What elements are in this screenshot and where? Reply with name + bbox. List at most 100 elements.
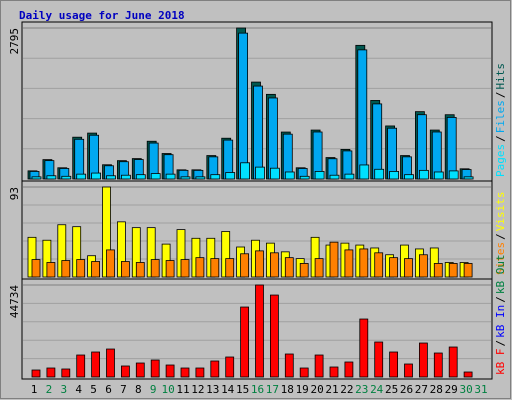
bar bbox=[269, 252, 279, 278]
legend-entry: Sites bbox=[494, 242, 507, 275]
x-tick-label: 31 bbox=[474, 383, 487, 396]
x-tick-label: 25 bbox=[385, 383, 398, 396]
x-tick-label: 8 bbox=[135, 383, 142, 396]
bar bbox=[180, 176, 191, 180]
legend-separator: / bbox=[494, 340, 507, 347]
bar bbox=[329, 241, 339, 278]
bar bbox=[240, 306, 250, 378]
legend-separator: / bbox=[494, 233, 507, 240]
bar bbox=[165, 260, 175, 278]
bar bbox=[284, 353, 294, 378]
bar bbox=[210, 258, 220, 278]
bar bbox=[255, 166, 265, 180]
y-tick-label: 2795 bbox=[8, 28, 21, 55]
x-tick-label: 14 bbox=[221, 383, 235, 396]
bar bbox=[374, 252, 384, 278]
bar bbox=[372, 103, 383, 180]
x-tick-label: 30 bbox=[459, 383, 472, 396]
x-tick-label: 19 bbox=[296, 383, 309, 396]
legend-entry: kB In bbox=[494, 305, 507, 338]
bar bbox=[404, 363, 413, 378]
bar bbox=[433, 171, 444, 180]
x-tick-label: 11 bbox=[176, 383, 189, 396]
x-tick-label: 15 bbox=[236, 383, 249, 396]
bar bbox=[299, 367, 309, 378]
bar bbox=[210, 174, 221, 180]
bar bbox=[135, 362, 145, 378]
bar bbox=[46, 175, 57, 180]
bar bbox=[76, 354, 86, 378]
bar bbox=[418, 342, 428, 378]
bar bbox=[389, 171, 400, 180]
legend-separator: / bbox=[494, 135, 507, 142]
bar bbox=[238, 32, 249, 180]
bar bbox=[253, 85, 263, 180]
bar bbox=[448, 346, 458, 378]
bar bbox=[446, 117, 457, 180]
legend-entry: Files bbox=[494, 100, 507, 133]
bar bbox=[448, 263, 458, 278]
bar bbox=[225, 172, 236, 180]
bar bbox=[106, 175, 116, 180]
bar bbox=[225, 258, 235, 278]
bar bbox=[284, 257, 294, 278]
x-tick-label: 7 bbox=[120, 383, 127, 396]
bar bbox=[463, 263, 473, 278]
bar bbox=[404, 258, 413, 278]
x-tick-label: 5 bbox=[90, 383, 97, 396]
legend-entry: Visits bbox=[494, 192, 507, 232]
bar bbox=[269, 294, 279, 378]
legend: kB F / kB In / kB Out bbox=[494, 254, 507, 375]
bar bbox=[61, 368, 71, 378]
bar bbox=[344, 249, 354, 278]
x-tick-label: 10 bbox=[161, 383, 174, 396]
bar bbox=[374, 168, 385, 180]
bar bbox=[329, 174, 340, 180]
x-tick-label: 20 bbox=[310, 383, 323, 396]
bar bbox=[418, 254, 428, 278]
bar bbox=[31, 369, 41, 378]
bar bbox=[150, 259, 160, 278]
x-tick-label: 29 bbox=[445, 383, 458, 396]
x-tick-label: 26 bbox=[400, 383, 413, 396]
x-tick-label: 28 bbox=[430, 383, 443, 396]
x-tick-label: 16 bbox=[251, 383, 264, 396]
chart-title: Daily usage for June 2018 bbox=[19, 9, 185, 22]
bar bbox=[240, 253, 250, 278]
x-tick-label: 1 bbox=[31, 383, 38, 396]
legend: Sites /Visits bbox=[494, 192, 507, 276]
bar bbox=[433, 263, 443, 278]
bar bbox=[31, 176, 42, 180]
legend-separator: / bbox=[494, 92, 507, 99]
bar bbox=[299, 263, 309, 278]
bar bbox=[135, 174, 146, 180]
bar bbox=[195, 176, 206, 180]
bar bbox=[135, 262, 145, 278]
bar bbox=[374, 341, 384, 378]
bar bbox=[61, 260, 71, 278]
bar bbox=[195, 367, 205, 378]
bar bbox=[91, 172, 101, 180]
bar bbox=[106, 249, 115, 278]
bar bbox=[359, 248, 369, 278]
bar bbox=[225, 356, 235, 378]
bar bbox=[74, 138, 85, 180]
bar bbox=[433, 352, 443, 378]
x-tick-label: 27 bbox=[415, 383, 428, 396]
x-tick-label: 22 bbox=[340, 383, 353, 396]
bar bbox=[91, 351, 100, 378]
bar bbox=[359, 164, 370, 180]
x-tick-label: 12 bbox=[191, 383, 204, 396]
bar bbox=[344, 173, 355, 180]
x-tick-label: 13 bbox=[206, 383, 219, 396]
x-tick-label: 9 bbox=[150, 383, 157, 396]
x-tick-label: 17 bbox=[266, 383, 279, 396]
bar bbox=[150, 173, 161, 180]
bar bbox=[269, 167, 280, 180]
bar bbox=[284, 171, 295, 180]
bar bbox=[210, 360, 220, 378]
bar bbox=[418, 169, 429, 180]
bar bbox=[165, 173, 176, 180]
bar bbox=[76, 173, 87, 180]
